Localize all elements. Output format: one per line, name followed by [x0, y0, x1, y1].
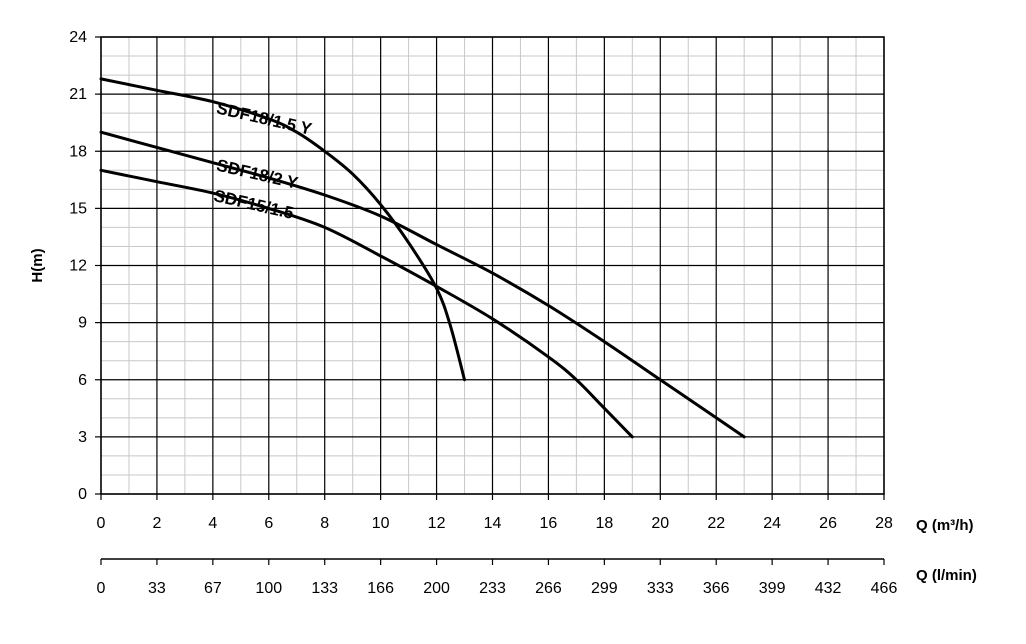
y-tick-label: 24: [69, 29, 87, 46]
x-tick-label: 28: [875, 515, 893, 532]
x2-tick-label: 0: [97, 580, 106, 597]
y-tick-label: 21: [69, 86, 87, 103]
x-tick-label: 2: [152, 515, 161, 532]
x2-tick-label: 399: [759, 580, 786, 597]
curve-label-0: SDF18/1.5 Y: [215, 99, 314, 139]
x2-tick-label: 366: [703, 580, 730, 597]
series-curve-1: [99, 130, 746, 439]
x2-tick-label: 333: [647, 580, 674, 597]
series-curve-0: [99, 77, 466, 382]
x2-tick-label: 67: [204, 580, 222, 597]
y-tick-label: 0: [78, 486, 87, 503]
y-tick-label: 3: [78, 429, 87, 446]
x-tick-label: 8: [320, 515, 329, 532]
x2-tick-label: 432: [815, 580, 842, 597]
x2-tick-label: 466: [871, 580, 898, 597]
y-axis-label: H(m): [29, 248, 46, 282]
x-tick-label: 20: [651, 515, 669, 532]
y-tick-label: 9: [78, 315, 87, 332]
x-tick-label: 12: [428, 515, 446, 532]
curve-label-1: SDF18/2 Y: [215, 156, 301, 193]
x-tick-label: 0: [97, 515, 106, 532]
curve-label-2: SDF15/1.5: [212, 186, 295, 223]
y-tick-label: 15: [69, 200, 87, 217]
x2-tick-label: 299: [591, 580, 618, 597]
x-tick-label: 26: [819, 515, 837, 532]
x2-tick-label: 166: [367, 580, 394, 597]
x-tick-label: 10: [372, 515, 390, 532]
x2-axis-label: Q (l/min): [916, 567, 977, 584]
x2-tick-label: 233: [479, 580, 506, 597]
y-axis-ticks: 0 3 6 9 12 15 18 21 24: [69, 29, 101, 503]
series-curve-2: [99, 168, 634, 439]
x-axis-ticks: 0 2 4 6 8 10 12 14 16 18 20 22 24 26 28: [97, 494, 893, 532]
x2-tick-label: 200: [423, 580, 450, 597]
series-curves: [99, 77, 746, 439]
x-axis-label: Q (m³/h): [916, 517, 974, 534]
x2-tick-label: 266: [535, 580, 562, 597]
y-tick-label: 18: [69, 143, 87, 160]
secondary-x-axis: 0 33 67 100 133 166 200 233 266 299 333 366 399 432 46…: [97, 558, 898, 597]
x-tick-label: 18: [595, 515, 613, 532]
x-tick-label: 16: [540, 515, 558, 532]
x-tick-label: 4: [208, 515, 217, 532]
x-tick-label: 22: [707, 515, 725, 532]
x2-tick-label: 100: [255, 580, 282, 597]
x2-tick-label: 33: [148, 580, 166, 597]
x2-tick-label: 133: [311, 580, 338, 597]
x-tick-label: 14: [484, 515, 502, 532]
x-tick-label: 24: [763, 515, 781, 532]
x-tick-label: 6: [264, 515, 273, 532]
y-tick-label: 12: [69, 258, 87, 275]
y-tick-label: 6: [78, 372, 87, 389]
